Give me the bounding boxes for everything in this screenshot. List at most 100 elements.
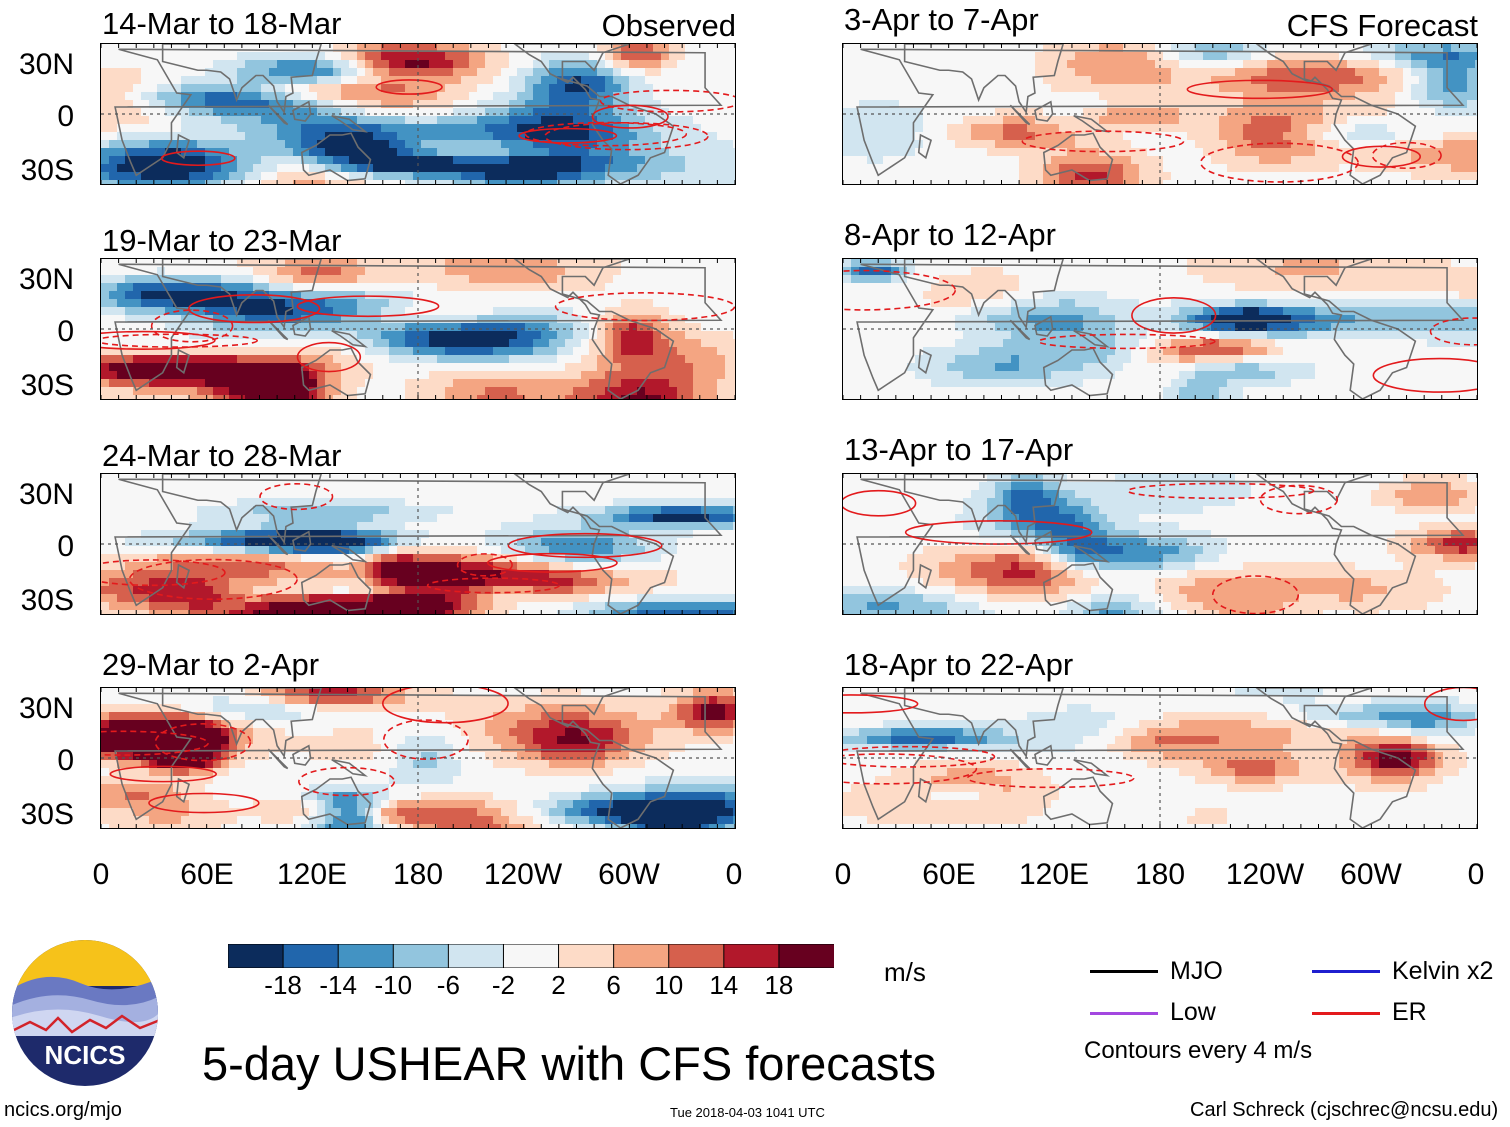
coastline [1255,474,1417,614]
colorbar-swatch [778,944,834,968]
coastline [903,474,1064,545]
coastline [300,562,372,612]
coastline [1073,544,1111,563]
coastline [1034,315,1054,337]
coastline [903,688,1064,759]
colorbar-tick: 6 [606,970,621,1000]
coastline [175,348,191,375]
coastline [292,744,312,766]
coastline [1009,104,1031,126]
er-contour [1127,482,1315,500]
er-contour [507,532,663,559]
lon-label-0: 0 [834,858,852,891]
panel-title-5: 3-Apr to 7-Apr [844,2,1039,37]
er-contour [1341,145,1421,168]
coastline [856,692,1465,821]
coastline [1255,44,1417,184]
map-7 [843,474,1477,614]
er-contour [1037,333,1216,350]
cfs-forecast-label: CFS Forecast [1286,8,1478,43]
er-contour [1200,142,1359,183]
lat-label-eq: 0 [57,744,74,777]
coastline [1042,562,1114,612]
anomaly-field [843,259,1477,399]
lon-label-120w: 120W [1225,858,1305,891]
er-contour [456,553,513,577]
coastline [917,348,933,375]
timestamp: Tue 2018-04-03 1041 UTC [670,1105,825,1120]
coastline [114,263,723,392]
colorbar-swatch [558,944,615,968]
map-3 [101,474,735,614]
coastline [917,563,933,590]
lat-label-30n: 30N [18,692,74,725]
er-contour [524,121,688,147]
coastline [114,692,723,821]
coastline [267,319,289,341]
panel-title-8: 18-Apr to 22-Apr [844,647,1074,682]
coastline [1042,776,1114,826]
observed-label: Observed [601,8,736,43]
coastline [175,563,191,590]
coastline [161,474,322,545]
legend-low-label: Low [1170,998,1216,1026]
er-contour [1371,141,1442,170]
legend-kelvin-line [1312,970,1380,973]
coastline [292,530,312,552]
lon-label-60w: 60W [1340,858,1402,891]
map-8 [843,688,1477,828]
er-contour [101,330,216,350]
er-contour [109,765,218,783]
er-contour [1372,357,1477,393]
site-link[interactable]: ncics.org/mjo [4,1099,122,1121]
er-contour [188,294,321,324]
coastline [292,100,312,122]
panel-title-1: 14-Mar to 18-Mar [102,6,342,41]
legend-low-line [1090,1012,1158,1015]
colorbar-tick: -6 [436,970,460,1000]
coastline [856,263,1465,392]
lat-label-30s: 30S [20,369,74,402]
er-contour [554,292,735,322]
coastline [161,44,322,115]
er-contour [843,269,956,311]
legend-er-line [1312,1012,1380,1015]
anomaly-field [101,44,735,184]
coastline [513,259,675,399]
lon-label-0-end: 0 [1467,858,1485,891]
coastline [917,133,933,160]
er-contour [1186,79,1334,100]
legend-mjo-line [1090,970,1158,973]
coastline [267,534,289,556]
er-contour [375,79,443,95]
lon-label-180: 180 [392,858,444,891]
coastline [300,132,372,182]
er-contour [150,309,234,343]
coastline [1042,347,1114,397]
er-contour [382,688,509,724]
panel-title-2: 19-Mar to 23-Mar [102,223,342,258]
logo-text: NCICS [45,1040,126,1070]
coastline [292,315,312,337]
map-panel-1 [100,43,736,185]
map-6 [843,259,1477,399]
coastline [513,474,675,614]
er-contour [101,559,226,587]
map-4 [101,688,735,828]
lat-label-30s: 30S [20,584,74,617]
colorbar-swatch [228,944,285,968]
coastline [1009,319,1031,341]
map-panel-5 [842,43,1478,185]
colorbar-swatch [282,944,340,968]
er-contour [1131,296,1217,334]
coastline [1009,534,1031,556]
panel-title-6: 8-Apr to 12-Apr [844,217,1056,252]
colorbar-swatch [613,944,670,968]
er-contour [1423,688,1477,722]
anomaly-field [101,474,735,614]
author-credit: Carl Schreck (cjschrec@ncsu.edu) [1190,1099,1499,1121]
lon-label-0: 0 [92,858,110,891]
lon-label-60e: 60E [180,858,234,891]
er-contour [101,333,258,348]
er-contour [843,489,917,517]
